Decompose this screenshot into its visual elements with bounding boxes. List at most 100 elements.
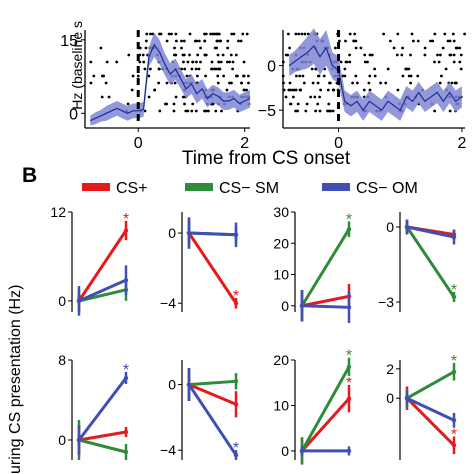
raster-dot	[159, 32, 163, 36]
raster-dot	[175, 39, 178, 43]
raster-dot	[215, 39, 219, 43]
raster-dot	[142, 60, 146, 64]
raster-dot	[296, 102, 300, 106]
subplot-b-r1c3: 0 10 20 30 *	[273, 204, 352, 323]
raster-dot	[316, 102, 320, 106]
series-0	[299, 283, 352, 322]
y-tick-label: 0	[281, 443, 289, 459]
raster-dot	[143, 109, 147, 113]
raster-dot	[157, 81, 161, 85]
raster-dot	[136, 74, 140, 78]
raster-dot	[448, 109, 452, 113]
raster-dot	[294, 32, 298, 36]
series-line	[78, 278, 127, 303]
raster-dot	[242, 74, 246, 78]
raster-dot	[194, 109, 198, 113]
raster-dot	[99, 46, 103, 50]
raster-dot	[444, 67, 448, 71]
raster-dot	[165, 39, 169, 43]
raster-dot	[309, 95, 312, 99]
raster-dot	[180, 46, 183, 50]
series-line	[406, 396, 455, 422]
raster-dot	[351, 81, 354, 85]
raster-dot	[147, 74, 151, 78]
raster-dot	[412, 39, 415, 43]
raster-dot	[210, 67, 213, 71]
raster-dot	[213, 67, 217, 71]
raster-dot	[368, 88, 372, 92]
y-tick-label: −5	[258, 103, 276, 120]
raster-dot	[172, 102, 176, 106]
raster-dot	[409, 53, 412, 57]
significance-asterisk: *	[346, 348, 352, 365]
raster-dot	[216, 81, 220, 85]
raster-dot	[141, 53, 145, 57]
raster-dot	[363, 60, 367, 64]
raster-dot	[180, 39, 183, 43]
subplot-b-r2c1: 0 8 *	[58, 352, 129, 460]
data-point	[123, 228, 129, 233]
raster-dot	[231, 67, 235, 71]
raster-dot	[183, 67, 187, 71]
raster-dot	[441, 46, 445, 50]
raster-dot	[450, 81, 454, 85]
raster-dot	[226, 46, 230, 50]
data-point	[346, 448, 352, 454]
raster-dot	[295, 74, 298, 78]
data-point	[299, 448, 305, 454]
raster-dot	[242, 88, 246, 92]
raster-dot	[401, 74, 405, 78]
raster-dot	[220, 109, 223, 113]
raster-dot	[181, 95, 185, 99]
data-point	[346, 396, 352, 401]
raster-dot	[230, 81, 233, 85]
y-tick-label: 0	[69, 106, 78, 123]
data-point	[404, 396, 410, 401]
data-point	[451, 294, 457, 300]
raster-dot	[338, 39, 341, 43]
series-line	[78, 430, 127, 442]
series-line	[300, 366, 351, 452]
data-point	[186, 230, 192, 236]
data-point	[233, 379, 239, 384]
mean-rate-line	[90, 43, 251, 122]
raster-dot	[404, 67, 408, 71]
raster-dot	[167, 32, 171, 36]
raster-dot	[352, 39, 356, 43]
raster-dot	[313, 95, 317, 99]
raster-dot	[247, 74, 250, 78]
raster-dot	[194, 67, 198, 71]
series-line	[188, 379, 237, 387]
series-line	[188, 383, 237, 406]
subplot-b-r2c4: 0 2 * *	[386, 353, 457, 460]
raster-dot	[343, 67, 347, 71]
y-tick-label: 0	[58, 293, 66, 309]
raster-dot	[362, 88, 366, 92]
raster-dot	[216, 53, 220, 57]
significance-asterisk: *	[451, 353, 457, 370]
subplot-b-r1c1: 0 12 *	[50, 204, 129, 316]
raster-dot	[301, 74, 305, 78]
raster-dot	[216, 74, 220, 78]
raster-dot	[174, 53, 178, 57]
raster-dot	[423, 53, 427, 57]
data-point	[76, 437, 82, 443]
raster-dot	[302, 81, 306, 85]
series-line	[405, 226, 456, 298]
raster-dot	[449, 53, 453, 57]
x-tick-label: 0	[134, 135, 143, 152]
raster-dot	[197, 39, 201, 43]
series-line	[78, 438, 127, 454]
significance-asterisk: *	[123, 362, 129, 379]
series-2: *	[186, 368, 239, 460]
raster-dot	[433, 60, 436, 64]
raster-dot	[304, 109, 308, 113]
series-line	[77, 229, 128, 302]
data-point	[123, 449, 129, 455]
raster-dot	[204, 32, 208, 36]
raster-dot	[386, 67, 390, 71]
raster-dot	[196, 53, 200, 57]
raster-dot	[299, 88, 303, 92]
raster-dot	[184, 109, 188, 113]
raster-dot	[339, 60, 343, 64]
